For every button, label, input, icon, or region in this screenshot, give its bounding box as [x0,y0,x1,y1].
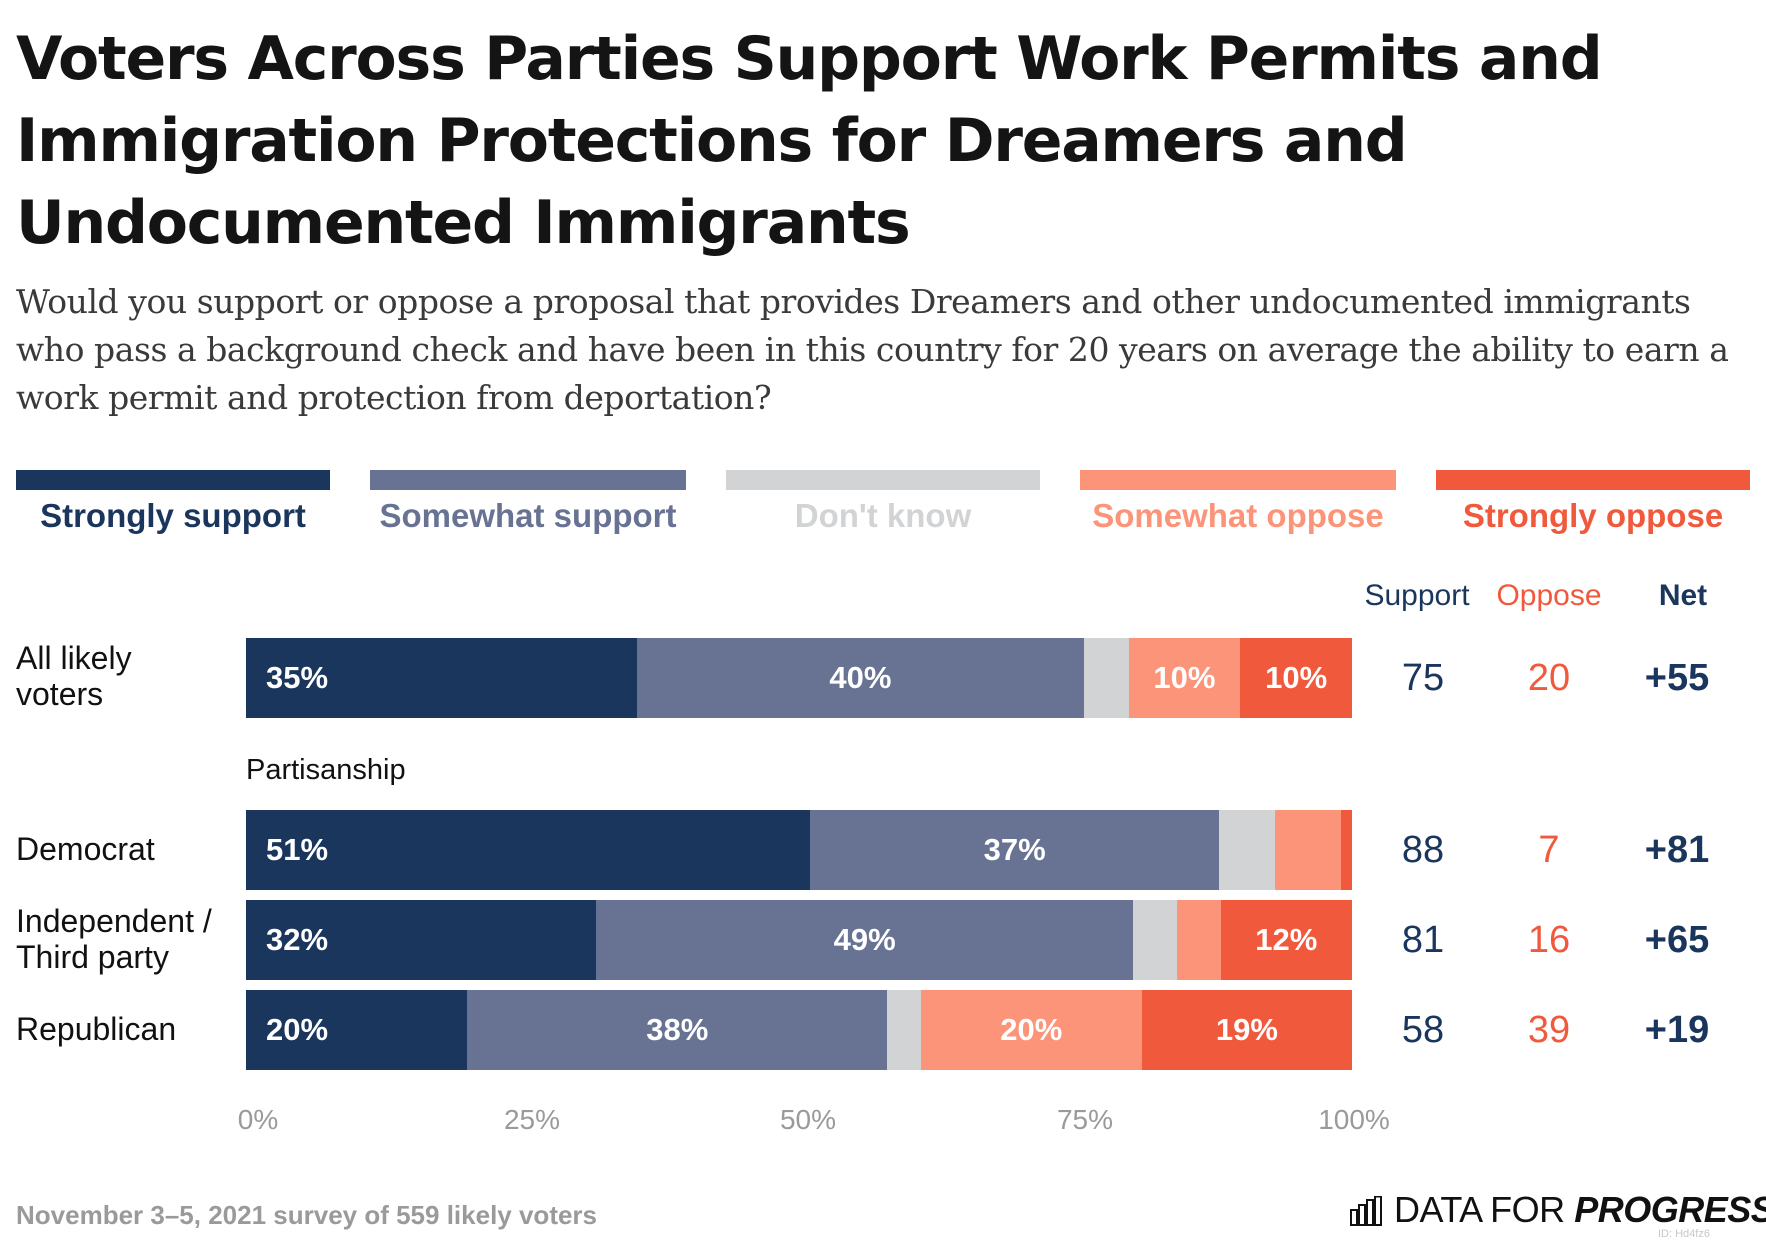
bar-segment-don-t-know [1132,900,1177,980]
bar-segment-strongly-oppose: 12% [1220,900,1352,980]
bar-segment-don-t-know [1219,810,1275,890]
survey-note: November 3–5, 2021 survey of 559 likely … [16,1200,598,1230]
legend-item-strongly-oppose: Strongly oppose [1436,470,1750,540]
x-tick-label: 100% [1318,1104,1390,1135]
net-column-header: Net [1658,579,1708,612]
row-label-independent: Independent / Third party [16,903,236,975]
oppose-column-header: Oppose [1496,579,1602,612]
support-column-header: Support [1364,579,1470,612]
row-label-all-likely-voters: All likely voters [16,640,216,712]
bar-segment-strongly-support: 51% [246,810,811,890]
legend-label: Strongly support [40,497,306,534]
bar-value-label: 20% [1000,1012,1063,1047]
bar-value-label: 49% [833,922,896,957]
bar-segment-don-t-know [1083,638,1129,718]
bar-value-label: 35% [266,660,329,695]
oppose-value: 39 [1527,1009,1571,1051]
bar-value-label: 10% [1265,660,1328,695]
bar-chart-icon [1350,1196,1382,1226]
section-label-partisanship: Partisanship [246,754,406,786]
bar-segment-strongly-oppose [1340,810,1352,890]
net-value: +55 [1644,657,1710,699]
chart-title: Voters Across Parties Support Work Permi… [16,24,1603,258]
bar-row-independent: 32% 49% 12% [246,900,1352,980]
x-tick-label: 75% [1056,1104,1114,1135]
brand-text: DATA FOR PROGRESS [1394,1189,1766,1230]
bar-segment-somewhat-oppose [1176,900,1221,980]
bar-segment-somewhat-oppose: 10% [1128,638,1241,718]
support-value: 88 [1401,829,1445,871]
bar-segment-strongly-oppose: 19% [1141,990,1352,1070]
row-label-text: Republican [16,1011,177,1047]
legend-swatch [1436,470,1750,490]
legend-label: Don't know [794,497,972,534]
oppose-value: 7 [1538,829,1560,871]
support-value: 58 [1401,1009,1445,1051]
bar-segment-somewhat-support: 38% [467,990,888,1070]
bar-segment-strongly-support: 20% [246,990,468,1070]
bar-segment-strongly-support: 35% [246,638,637,718]
x-tick-label: 25% [503,1104,561,1135]
chart-subtitle: Would you support or oppose a proposal t… [16,282,1729,417]
bar-row-republican: 20% 38% 20% 19% [246,990,1352,1070]
x-tick-label: 0% [237,1104,279,1135]
row-label-democrat: Democrat [16,831,226,867]
bar-segment-somewhat-oppose [1274,810,1341,890]
bar-value-label: 37% [983,832,1046,867]
bar-segment-strongly-oppose: 10% [1240,638,1352,718]
bar-row-all-likely-voters: 35% 40% 10% 10% [246,638,1352,718]
bar-segment-don-t-know [887,990,921,1070]
bar-value-label: 10% [1153,660,1216,695]
legend-item-strongly-support: Strongly support [16,470,330,540]
legend-swatch [370,470,686,490]
legend-swatch [16,470,330,490]
legend-swatch [1080,470,1396,490]
bar-segment-somewhat-support: 49% [596,900,1133,980]
x-tick-label: 50% [779,1104,837,1135]
row-label-text: Independent / Third party [16,903,212,975]
bar-segment-strongly-support: 32% [246,900,597,980]
legend-label: Somewhat support [379,497,677,534]
row-label-text: Democrat [16,831,155,867]
legend-item-somewhat-oppose: Somewhat oppose [1080,470,1396,540]
legend-item-somewhat-support: Somewhat support [370,470,686,540]
chart-id: ID: Hd4fz6 [1658,1228,1710,1240]
bar-segment-somewhat-support: 40% [637,638,1084,718]
brand-logo: DATA FOR PROGRESS [1350,1188,1766,1232]
bar-value-label: 12% [1255,922,1318,957]
bar-value-label: 19% [1215,1012,1278,1047]
bar-value-label: 40% [829,660,892,695]
legend-swatch [726,470,1040,490]
row-label-text: All likely voters [16,640,132,712]
legend-item-dont-know: Don't know [726,470,1040,540]
bar-value-label: 51% [266,832,329,867]
bar-segment-somewhat-support: 37% [810,810,1220,890]
bar-row-democrat: 51% 37% [246,810,1352,890]
bar-value-label: 38% [646,1012,709,1047]
oppose-value: 16 [1527,919,1571,961]
net-value: +19 [1644,1009,1710,1051]
bar-value-label: 32% [266,922,329,957]
legend-label: Somewhat oppose [1092,497,1384,534]
net-value: +81 [1644,829,1710,871]
legend-label: Strongly oppose [1462,497,1724,534]
row-label-republican: Republican [16,1011,226,1047]
net-value: +65 [1644,919,1710,961]
bar-value-label: 20% [266,1012,329,1047]
oppose-value: 20 [1527,657,1571,699]
support-value: 81 [1401,919,1445,961]
bar-segment-somewhat-oppose: 20% [920,990,1142,1070]
support-value: 75 [1401,657,1445,699]
